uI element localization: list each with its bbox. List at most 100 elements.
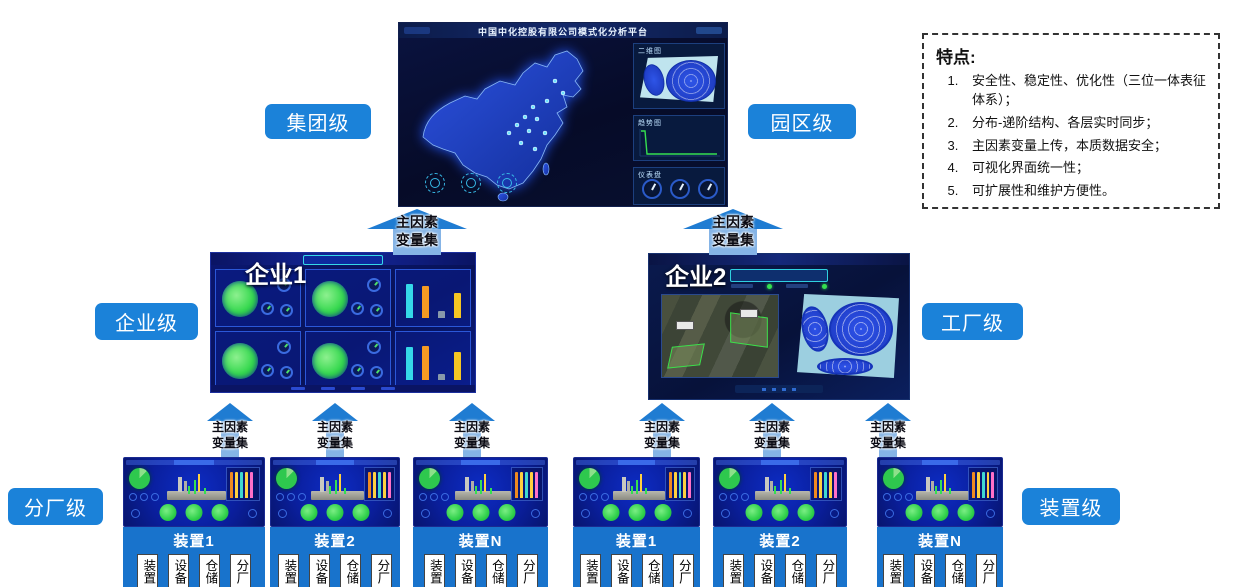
status-circles [745,504,815,521]
unit-label-box: 装置1 装置 设备 仓储 分厂 [123,527,265,587]
bar-chart-mini [665,467,695,501]
unit-label: 装置2 [759,533,801,550]
arrow-label: 主因素 变量集 [712,214,754,248]
tag-branch: 分厂 [516,554,538,587]
gauge-icon [277,340,291,354]
up-arrow-icon [367,209,467,255]
enterprise1-footer [211,385,475,392]
gauge-icon [670,179,690,199]
up-arrow-icon [449,403,495,457]
gauge-icon [581,509,590,518]
status-circles [159,504,229,521]
radar-gauge-panel [305,269,391,327]
enterprise2-label: 企业2 [665,264,727,291]
enterprise1-header [211,253,475,265]
green-dot-icon [822,284,827,289]
tag-equipment: 设备 [309,554,330,587]
bar-chart-panel [395,269,471,327]
unit-dashboard-screenshot [573,457,700,527]
arrow-label: 主因素 变量集 [643,420,680,450]
upload-arrow: 主因素 变量集 [749,403,795,457]
features-title: 特点: [936,48,976,67]
unit-block: 装置N 装置 设备 仓储 分厂 [877,457,1003,587]
bar-chart-mini [511,467,543,501]
gauge-icon [642,179,662,199]
radar-ellipse [666,60,716,102]
status-indicators [724,284,834,289]
feature-item: 可视化界面统一性； [962,159,1208,178]
radar-circle [312,281,348,317]
gauge-icon [370,304,383,317]
unit-label: 装置2 [314,533,356,550]
unit-label: 装置1 [615,533,658,550]
arrow-label: 主因素 变量集 [869,420,906,450]
tag-branch: 分厂 [672,554,694,587]
unit-dashboard-screenshot [270,457,400,527]
enterprise1-label: 企业1 [245,262,307,289]
tag-equipment: 设备 [454,554,476,587]
unit-label-box: 装置2 装置 设备 仓储 分厂 [713,527,847,587]
tag-branch: 分厂 [230,554,251,587]
upload-arrow: 主因素 变量集 [683,209,783,255]
plant-3d-model [754,474,811,502]
status-circles [300,504,370,521]
bar-chart-mini [968,467,998,501]
tag-device: 装置 [423,554,445,587]
radar-gauge-panel [215,331,301,389]
gauge-icon [421,509,430,518]
tag-equipment: 设备 [914,554,935,587]
up-arrow-icon [207,403,253,457]
gauge-icon [261,302,274,315]
logo-icon [404,27,430,34]
group-dashboard-title: 中国中化控股有限公司模式化分析平台 [477,27,648,37]
pie-icon [719,468,740,489]
upload-arrow: 主因素 变量集 [312,403,358,457]
tag-storage: 仓储 [340,554,361,587]
unit-dashboard-screenshot [413,457,548,527]
tag-equipment: 设备 [754,554,775,587]
up-arrow-icon [312,403,358,457]
panel-2d-title: 二维图 [638,48,662,55]
plant-3d-model [916,474,969,502]
unit-label-box: 装置2 装置 设备 仓储 分厂 [270,527,400,587]
gauge-icon [278,509,287,518]
bar [438,374,445,380]
gauge-icon [383,509,392,518]
feature-item: 分布-递阶结构、各层实时同步； [962,114,1208,133]
tag-branch: 分厂 [976,554,997,587]
arrow-label: 主因素 变量集 [453,420,490,450]
radar-circle [312,343,348,379]
pie-icon [129,468,150,489]
upload-arrow: 主因素 变量集 [449,403,495,457]
tag-branch: 分厂 [371,554,392,587]
pie-icon [883,468,904,489]
tag-storage: 仓储 [785,554,806,587]
tag-storage: 仓储 [945,554,966,587]
enterprise1-dashboard-screenshot: 企业1 [210,252,476,393]
pie-icon [276,468,297,489]
emblem-icon [461,173,481,193]
tag-equipment: 设备 [610,554,632,587]
enterprise2-header [649,254,909,265]
level-label-group: 集团级 [265,104,371,139]
gauge-icon [367,340,381,354]
up-arrow-icon [639,403,685,457]
unit-block: 装置2 装置 设备 仓储 分厂 [713,457,847,587]
unit-label-box: 装置N 装置 设备 仓储 分厂 [413,527,548,587]
tag-device: 装置 [579,554,601,587]
radar-gauge-panel [215,269,301,327]
gauge-icon [367,278,381,292]
tag-storage: 仓储 [485,554,507,587]
bar-chart-mini [364,467,395,501]
tag-storage: 仓储 [199,554,220,587]
tag-device: 装置 [137,554,158,587]
level-label-branch: 分厂级 [8,488,103,525]
level-label-enterprise: 企业级 [95,303,198,340]
tag-device: 装置 [723,554,744,587]
unit-block: 装置1 装置 设备 仓储 分厂 [573,457,700,587]
up-arrow-icon [865,403,911,457]
enterprise2-dashboard-screenshot: 企业2 [648,253,910,400]
up-arrow-icon [749,403,795,457]
gauge-icon [351,302,364,315]
